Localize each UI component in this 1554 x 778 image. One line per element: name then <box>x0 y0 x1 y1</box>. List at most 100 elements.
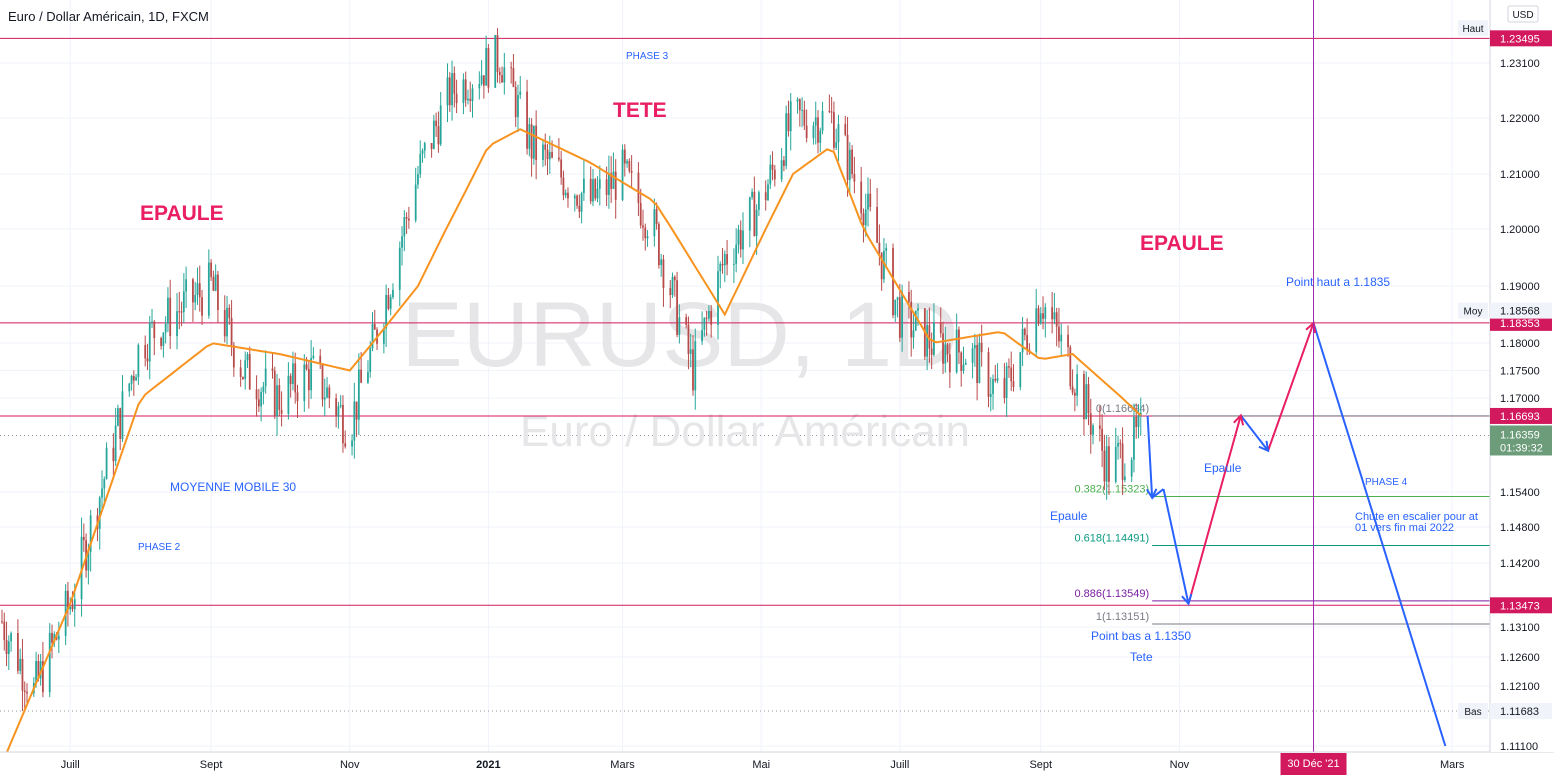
y-tick-label: 1.17500 <box>1500 366 1540 378</box>
candle-body <box>987 352 990 397</box>
candlestick-series[interactable] <box>1 28 1142 712</box>
candle-body <box>896 297 899 300</box>
candle-body <box>1108 446 1110 482</box>
candle-body <box>198 283 201 298</box>
candle-body <box>101 488 103 498</box>
price-level-badge <box>1490 30 1552 47</box>
price-level-badge <box>1490 407 1552 424</box>
candle-body <box>117 408 119 426</box>
candle-body <box>17 633 19 671</box>
candle-body <box>1087 384 1090 414</box>
candle-body <box>551 152 553 158</box>
currency-badge[interactable]: USD <box>1507 5 1539 23</box>
candle-body <box>948 354 951 373</box>
candle-body <box>1092 425 1094 435</box>
candle-body <box>389 297 392 309</box>
candle-body <box>414 184 417 221</box>
candle-body <box>312 355 315 358</box>
y-tick-label: 1.11100 <box>1500 741 1538 753</box>
candle-body <box>432 120 435 149</box>
annotation-phase2: PHASE 2 <box>138 542 181 553</box>
candle-body <box>421 150 424 154</box>
candle-body <box>257 399 260 407</box>
price-level-badge <box>1490 703 1552 720</box>
candle-body <box>764 192 767 201</box>
candle-body <box>719 263 722 272</box>
candle-body <box>98 497 101 529</box>
candle-body <box>67 590 69 610</box>
candle-body <box>605 179 608 195</box>
candle-body <box>773 169 776 180</box>
candle-body <box>739 229 742 250</box>
candle-body <box>1005 366 1008 398</box>
candle-body <box>867 193 869 210</box>
candle-body <box>514 86 517 118</box>
candle-body <box>10 633 12 642</box>
price-level-value: 1.23495 <box>1500 33 1540 45</box>
candle-body <box>755 209 758 237</box>
candle-body <box>48 632 51 693</box>
candle-body <box>812 125 815 139</box>
candle-body <box>1103 450 1106 482</box>
candle-body <box>612 171 615 189</box>
candle-body <box>69 606 72 610</box>
candle-body <box>785 113 788 166</box>
candle-body <box>767 184 769 201</box>
candle-body <box>694 341 697 391</box>
candle-body <box>1073 392 1076 396</box>
candle-body <box>501 75 503 83</box>
candle-body <box>846 134 849 180</box>
candle-body <box>321 364 324 400</box>
candle-body <box>912 330 915 338</box>
candle-body <box>710 310 713 325</box>
candle-body <box>885 247 888 251</box>
candle-body <box>160 337 163 346</box>
candle-body <box>21 658 24 691</box>
candle-body <box>344 443 347 447</box>
candle-body <box>798 99 801 111</box>
candle-body <box>451 73 453 106</box>
candle-body <box>862 213 865 226</box>
annotation-point-haut: Point haut a 1.1835 <box>1286 275 1390 289</box>
candle-body <box>119 408 122 439</box>
y-tick-label: 1.13100 <box>1500 622 1540 634</box>
candle-body <box>153 321 156 338</box>
candle-body <box>82 536 85 541</box>
candle-body <box>271 368 274 371</box>
candle-body <box>403 217 406 237</box>
candle-body <box>994 379 997 381</box>
candle-body <box>992 379 994 395</box>
candle-body <box>498 71 501 76</box>
candle-body <box>255 389 258 400</box>
candle-body <box>1039 313 1042 324</box>
candle-body <box>630 170 633 173</box>
candle-body <box>496 35 499 72</box>
candle-body <box>137 344 140 378</box>
candle-body <box>1053 312 1056 320</box>
candle-body <box>564 192 567 196</box>
y-tick-label: 1.14800 <box>1500 522 1540 534</box>
candle-body <box>182 291 185 313</box>
candle-body <box>485 47 488 86</box>
candle-body <box>105 447 108 480</box>
y-tick-label: 1.12600 <box>1500 652 1540 664</box>
candle-body <box>737 229 740 245</box>
chart-title: Euro / Dollar Américain, 1D, FXCM <box>8 9 209 24</box>
candle-body <box>567 192 569 199</box>
candle-body <box>232 345 235 368</box>
candle-body <box>1135 416 1138 428</box>
candle-body <box>385 295 388 329</box>
candle-body <box>360 369 363 383</box>
projection-segment <box>1239 414 1269 452</box>
candle-body <box>708 310 710 319</box>
projection-arrowhead <box>1181 593 1193 606</box>
candle-body <box>955 329 958 373</box>
candle-body <box>610 173 613 189</box>
candle-body <box>814 117 817 126</box>
candle-body <box>596 188 599 199</box>
candle-body <box>280 409 283 414</box>
candle-body <box>926 325 929 357</box>
candle-body <box>892 247 894 316</box>
candle-body <box>930 348 933 355</box>
